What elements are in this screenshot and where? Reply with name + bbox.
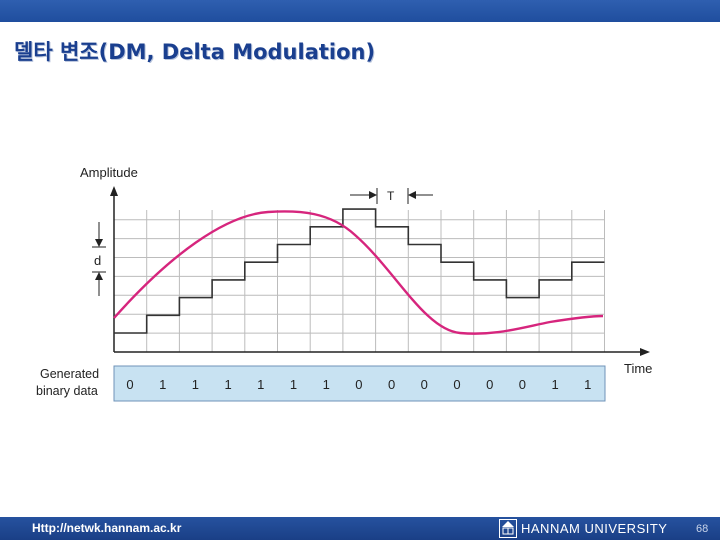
binary-bit: 1 (551, 377, 558, 392)
binary-bit: 0 (421, 377, 428, 392)
x-axis-label: Time (624, 361, 652, 376)
binary-bit: 1 (290, 377, 297, 392)
period-marker: T (350, 188, 433, 204)
staircase-approximation (114, 208, 605, 334)
binary-bit: 1 (159, 377, 166, 392)
analog-signal-curve (113, 210, 604, 335)
binary-bit: 1 (323, 377, 330, 392)
binary-bit: 0 (355, 377, 362, 392)
diagram-grid (114, 210, 605, 352)
binary-bit: 1 (257, 377, 264, 392)
page-number: 68 (696, 523, 709, 535)
x-axis-arrow-icon (640, 348, 650, 356)
binary-bit: 0 (486, 377, 493, 392)
binary-bit: 0 (519, 377, 526, 392)
footer-bar: Http://netwk.hannam.ac.kr HANNAM UNIVERS… (0, 517, 720, 540)
footer-url[interactable]: Http://netwk.hannam.ac.kr (32, 521, 182, 535)
step-size-marker: d (92, 222, 106, 296)
y-axis-label: Amplitude (80, 165, 138, 180)
slide-title: 델타 변조(DM, Delta Modulation) (14, 40, 376, 64)
step-arrow-down-icon (95, 239, 103, 247)
footer-university: HANNAM UNIVERSITY (521, 521, 668, 536)
hannam-university-emblem-icon (499, 519, 517, 538)
step-label: d (94, 253, 101, 268)
binary-bit: 0 (388, 377, 395, 392)
y-axis-arrow-icon (110, 186, 118, 196)
header-bar (0, 0, 720, 22)
binary-data-band (113, 365, 606, 402)
data-row-label-line2: binary data (36, 384, 98, 398)
binary-bit: 1 (192, 377, 199, 392)
period-arrow-right-icon (369, 191, 377, 199)
period-arrow-left-icon (408, 191, 416, 199)
binary-bit: 1 (224, 377, 231, 392)
period-label: T (387, 189, 395, 203)
data-row-label-line1: Generated (40, 367, 99, 381)
binary-data-bits: 0 1 1 1 1 1 1 0 0 0 0 0 0 1 1 (126, 377, 591, 392)
binary-bit: 0 (453, 377, 460, 392)
binary-bit: 0 (126, 377, 133, 392)
binary-bit: 1 (584, 377, 591, 392)
step-arrow-up-icon (95, 272, 103, 280)
